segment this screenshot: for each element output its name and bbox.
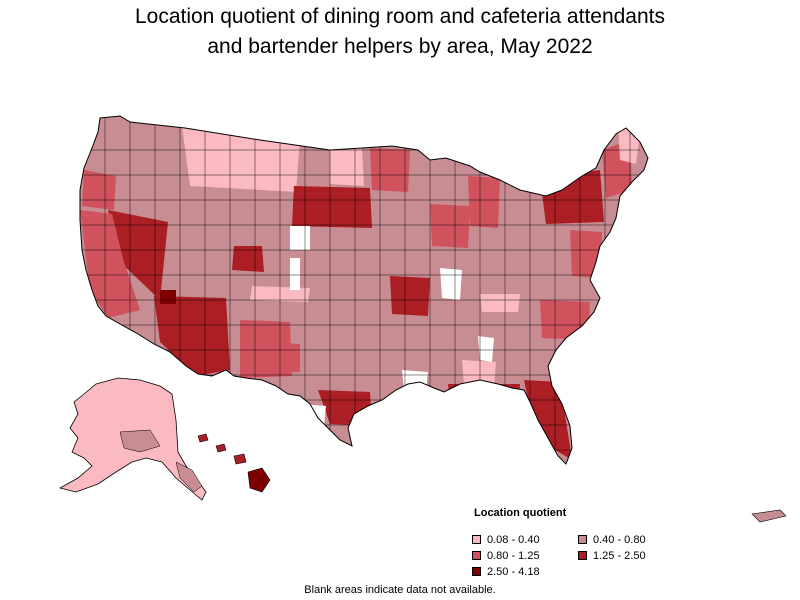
area-boundaries xyxy=(80,116,640,464)
legend-item-3: 0.80 - 1.25 xyxy=(472,549,578,562)
area-florida xyxy=(524,380,572,460)
area-wyoming-red xyxy=(232,246,264,272)
blank-area-colorado xyxy=(290,258,300,290)
area-arizona-core xyxy=(160,290,176,304)
legend-item-1: 0.08 - 0.40 xyxy=(472,533,578,546)
area-carolinas xyxy=(540,300,590,340)
hawaii-oahu xyxy=(215,443,227,453)
legend-item-5: 2.50 - 4.18 xyxy=(472,565,578,578)
area-mid-atlantic xyxy=(570,230,602,278)
legend-item-4: 1.25 - 2.50 xyxy=(578,549,688,562)
legend-label-3: 0.80 - 1.25 xyxy=(487,549,540,562)
hawaii-big-island xyxy=(247,467,271,493)
area-minnesota xyxy=(370,148,410,192)
area-arizona xyxy=(154,296,230,376)
area-oregon-coast xyxy=(82,170,116,210)
area-alabama-light xyxy=(462,360,496,388)
legend-title: Location quotient xyxy=(474,507,567,519)
hawaii-maui xyxy=(233,453,247,465)
legend-item-2: 0.40 - 0.80 xyxy=(578,533,688,546)
legend-label-4: 1.25 - 2.50 xyxy=(593,549,646,562)
footnote: Blank areas indicate data not available. xyxy=(304,584,496,596)
legend-label-2: 0.40 - 0.80 xyxy=(593,533,646,546)
area-montana xyxy=(182,126,300,192)
area-illinois xyxy=(430,204,470,248)
hawaii-region xyxy=(197,433,271,493)
area-missouri xyxy=(390,276,430,316)
map-legend: Location quotient 0.08 - 0.40 0.40 - 0.8… xyxy=(472,507,712,578)
blank-area-mississippi xyxy=(440,268,462,300)
legend-swatch-2 xyxy=(578,535,587,544)
area-texas-west xyxy=(266,342,300,372)
area-north-dakota xyxy=(330,148,364,186)
title-line-1: Location quotient of dining room and caf… xyxy=(134,5,666,28)
blank-area-louisiana xyxy=(402,370,428,392)
alaska-region-b xyxy=(175,461,203,493)
alaska-region-a xyxy=(119,429,161,453)
blank-area-wyoming xyxy=(290,226,310,250)
area-california xyxy=(80,210,140,318)
area-nevada xyxy=(108,210,168,300)
map-title: Location quotient of dining room and caf… xyxy=(0,2,800,62)
legend-swatch-4 xyxy=(578,551,587,560)
area-new-york xyxy=(540,170,604,224)
legend-label-1: 0.08 - 0.40 xyxy=(487,533,540,546)
legend-swatch-5 xyxy=(472,567,481,576)
alaska-region xyxy=(58,377,207,501)
legend-swatch-3 xyxy=(472,551,481,560)
title-line-2: and bartender helpers by area, May 2022 xyxy=(207,35,593,58)
hawaii-kauai xyxy=(197,433,209,443)
legend-swatch-1 xyxy=(472,535,481,544)
blank-area-alabama xyxy=(478,336,494,362)
legend-items: 0.08 - 0.40 0.40 - 0.80 0.80 - 1.25 1.25… xyxy=(472,533,712,578)
puerto-rico-shape xyxy=(751,509,787,523)
area-michigan xyxy=(468,176,500,228)
area-kentucky-light xyxy=(480,294,520,312)
legend-label-5: 2.50 - 4.18 xyxy=(487,565,540,578)
area-south-dakota xyxy=(292,186,372,228)
